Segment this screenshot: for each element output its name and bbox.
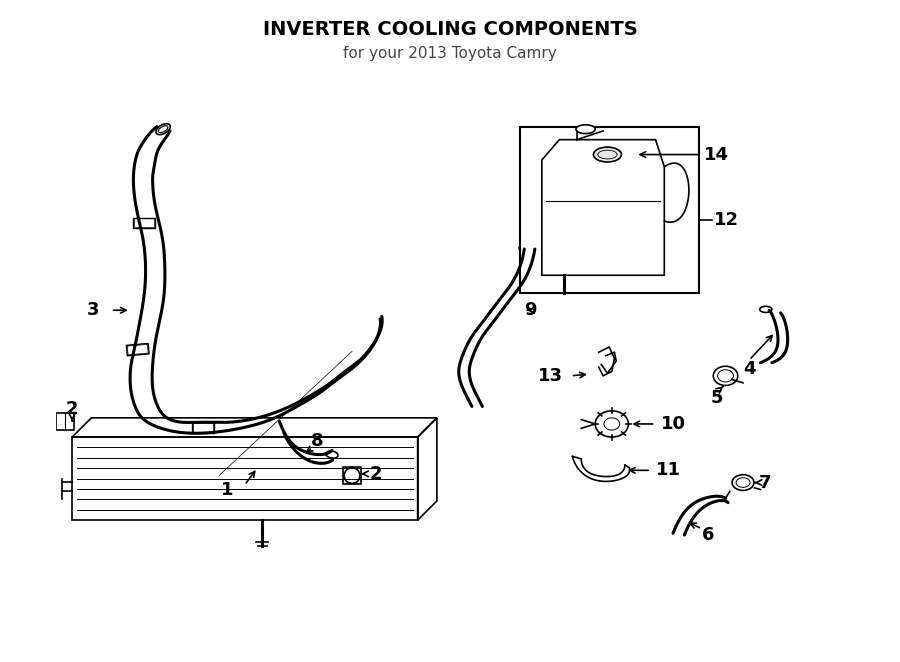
Text: 5: 5 — [710, 389, 723, 406]
Text: for your 2013 Toyota Camry: for your 2013 Toyota Camry — [343, 46, 557, 62]
Ellipse shape — [595, 411, 628, 437]
Bar — [520, 126, 699, 293]
Text: 9: 9 — [524, 301, 536, 319]
Bar — [134, 218, 154, 227]
Bar — [343, 467, 361, 485]
Ellipse shape — [593, 147, 621, 162]
Ellipse shape — [326, 451, 338, 458]
Text: 2: 2 — [369, 465, 382, 483]
Text: 3: 3 — [87, 301, 99, 319]
Ellipse shape — [576, 125, 595, 134]
Text: 12: 12 — [715, 211, 739, 229]
Ellipse shape — [760, 307, 772, 312]
Text: 2: 2 — [66, 400, 78, 418]
Bar — [194, 423, 213, 432]
Text: 14: 14 — [705, 146, 729, 164]
Bar — [133, 218, 155, 228]
Bar — [126, 344, 149, 355]
Bar — [57, 412, 74, 430]
Text: 8: 8 — [310, 432, 323, 450]
Text: 4: 4 — [742, 360, 755, 378]
Text: 10: 10 — [661, 415, 686, 433]
Bar — [193, 422, 214, 433]
Text: 7: 7 — [759, 473, 771, 492]
Text: 6: 6 — [702, 526, 715, 544]
Ellipse shape — [156, 124, 170, 134]
Ellipse shape — [714, 366, 738, 385]
Text: 13: 13 — [538, 367, 563, 385]
Ellipse shape — [519, 244, 533, 252]
Ellipse shape — [732, 475, 754, 491]
Text: 11: 11 — [656, 461, 681, 479]
Text: 1: 1 — [220, 481, 233, 498]
Bar — [127, 344, 148, 355]
Text: INVERTER COOLING COMPONENTS: INVERTER COOLING COMPONENTS — [263, 20, 637, 39]
